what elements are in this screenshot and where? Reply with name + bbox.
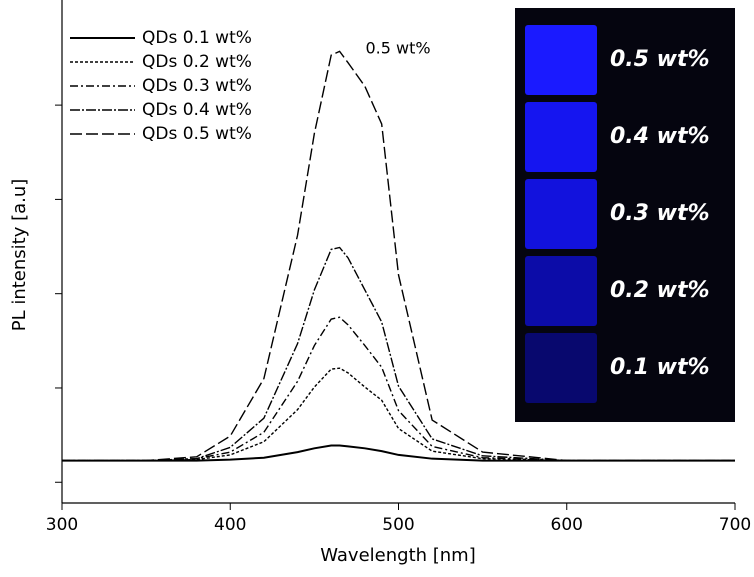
y-axis-label: PL intensity [a.u] [9, 179, 30, 332]
series-line [62, 367, 735, 462]
legend-label: QDs 0.3 wt% [142, 76, 252, 96]
sample-square [525, 102, 597, 172]
inset-label: 0.5 wt% [610, 47, 710, 72]
series-line [62, 316, 735, 462]
x-tick-label: 600 [551, 515, 583, 535]
sample-square [525, 256, 597, 326]
inset-label: 0.3 wt% [610, 201, 710, 226]
legend-label: QDs 0.4 wt% [142, 100, 252, 120]
inset-label: 0.1 wt% [610, 355, 710, 380]
x-tick-label: 700 [719, 515, 751, 535]
x-tick-label: 400 [214, 515, 246, 535]
sample-square [525, 179, 597, 249]
sample-square [525, 25, 597, 95]
series-line [62, 50, 735, 462]
inset-label: 0.2 wt% [610, 278, 710, 303]
legend-label: QDs 0.1 wt% [142, 28, 252, 48]
x-tick-label: 500 [382, 515, 414, 535]
x-axis-label: Wavelength [nm] [320, 545, 476, 566]
x-tick-label: 300 [46, 515, 78, 535]
series-line [62, 444, 735, 462]
inset-label: 0.4 wt% [610, 124, 710, 149]
sample-square [525, 333, 597, 403]
legend-label: QDs 0.5 wt% [142, 124, 252, 144]
series-line [62, 246, 735, 462]
annotation: 0.5 wt% [365, 39, 430, 58]
legend-label: QDs 0.2 wt% [142, 52, 252, 72]
